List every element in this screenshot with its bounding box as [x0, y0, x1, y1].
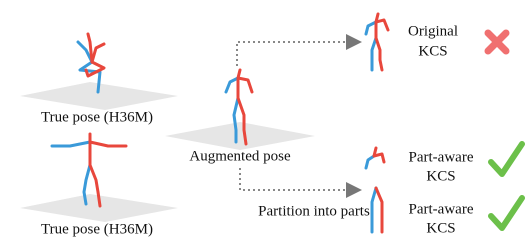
pose-label: Augmented pose [189, 148, 291, 164]
outcome-label: Part-aware [409, 149, 474, 165]
arrow [237, 42, 358, 66]
arrow [240, 168, 358, 190]
pose-label: True pose (H36M) [41, 221, 153, 237]
skeleton [366, 14, 388, 70]
cross-icon [488, 33, 506, 51]
check-icon [491, 144, 522, 174]
check-icon [491, 198, 522, 228]
skeleton [372, 188, 382, 232]
pose-label: True pose (H36M) [41, 109, 153, 125]
edge-label: Partition into parts [258, 203, 370, 219]
outcome-label: Original [408, 23, 458, 39]
diagram: True pose (H36M) True pose (H36M) Augmen… [0, 0, 525, 242]
outcome-label: Part-aware [409, 201, 474, 217]
outcome-label: KCS [426, 220, 455, 236]
outcome-label: KCS [426, 168, 455, 184]
floor [165, 122, 315, 150]
skeleton [366, 148, 384, 168]
outcome-label: KCS [418, 43, 447, 59]
